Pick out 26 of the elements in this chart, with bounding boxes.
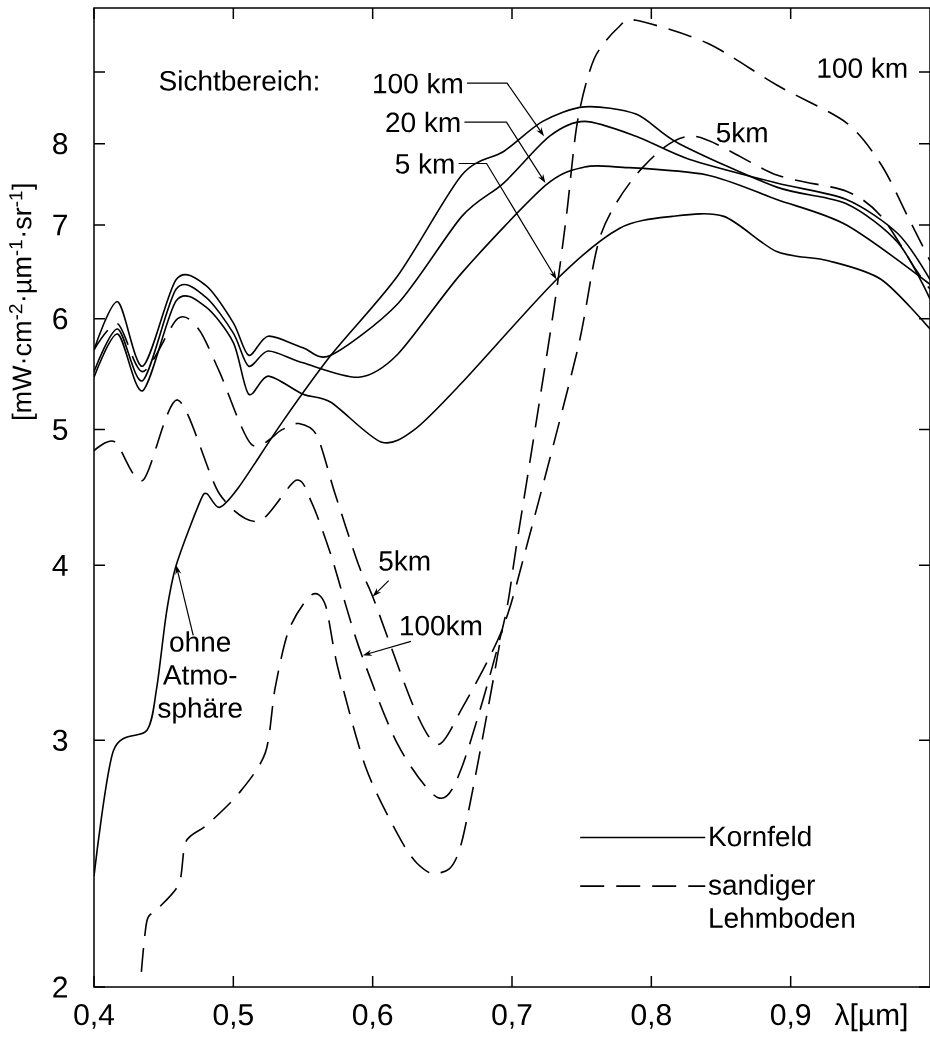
annotation: ohne Atmo-sphäre xyxy=(158,631,242,724)
annotation: 5 km xyxy=(395,153,454,174)
legend-label: Kornfeld xyxy=(710,825,811,847)
x-tick-label: 0,8 xyxy=(631,1004,671,1029)
x-tick-label: 0,5 xyxy=(213,1004,253,1029)
y-tick-label: 6 xyxy=(53,308,68,330)
annotation: 100 km xyxy=(818,57,907,78)
y-tick-label: 8 xyxy=(53,133,68,155)
x-tick-label: 0,4 xyxy=(74,1004,114,1029)
y-tick-label: 2 xyxy=(53,976,67,998)
annotation: 100km xyxy=(401,615,482,636)
x-tick-label: 0,9 xyxy=(770,1004,811,1029)
annotation: 100 km xyxy=(374,72,462,94)
annotation: Sichtbereich: xyxy=(159,70,318,91)
x-tick-label: 0,6 xyxy=(352,1004,393,1029)
legend-label: sandiger Lehmboden xyxy=(708,874,855,928)
y-axis-title: [mW·cm$^{-2}$·µm$^{-1}$·sr$^{-1}$] xyxy=(9,184,37,419)
y-tick-label: 4 xyxy=(52,555,68,576)
x-axis-title: λ[µm] xyxy=(834,1003,907,1032)
annotation: 20 km xyxy=(386,111,460,133)
x-tick-label: 0,7 xyxy=(492,1004,532,1029)
annotation: 5km xyxy=(379,550,430,571)
y-tick-label: 3 xyxy=(52,729,68,751)
y-tick-label: 7 xyxy=(53,214,67,236)
y-tick-label: 5 xyxy=(53,419,68,441)
annotation: 5km xyxy=(716,121,767,143)
